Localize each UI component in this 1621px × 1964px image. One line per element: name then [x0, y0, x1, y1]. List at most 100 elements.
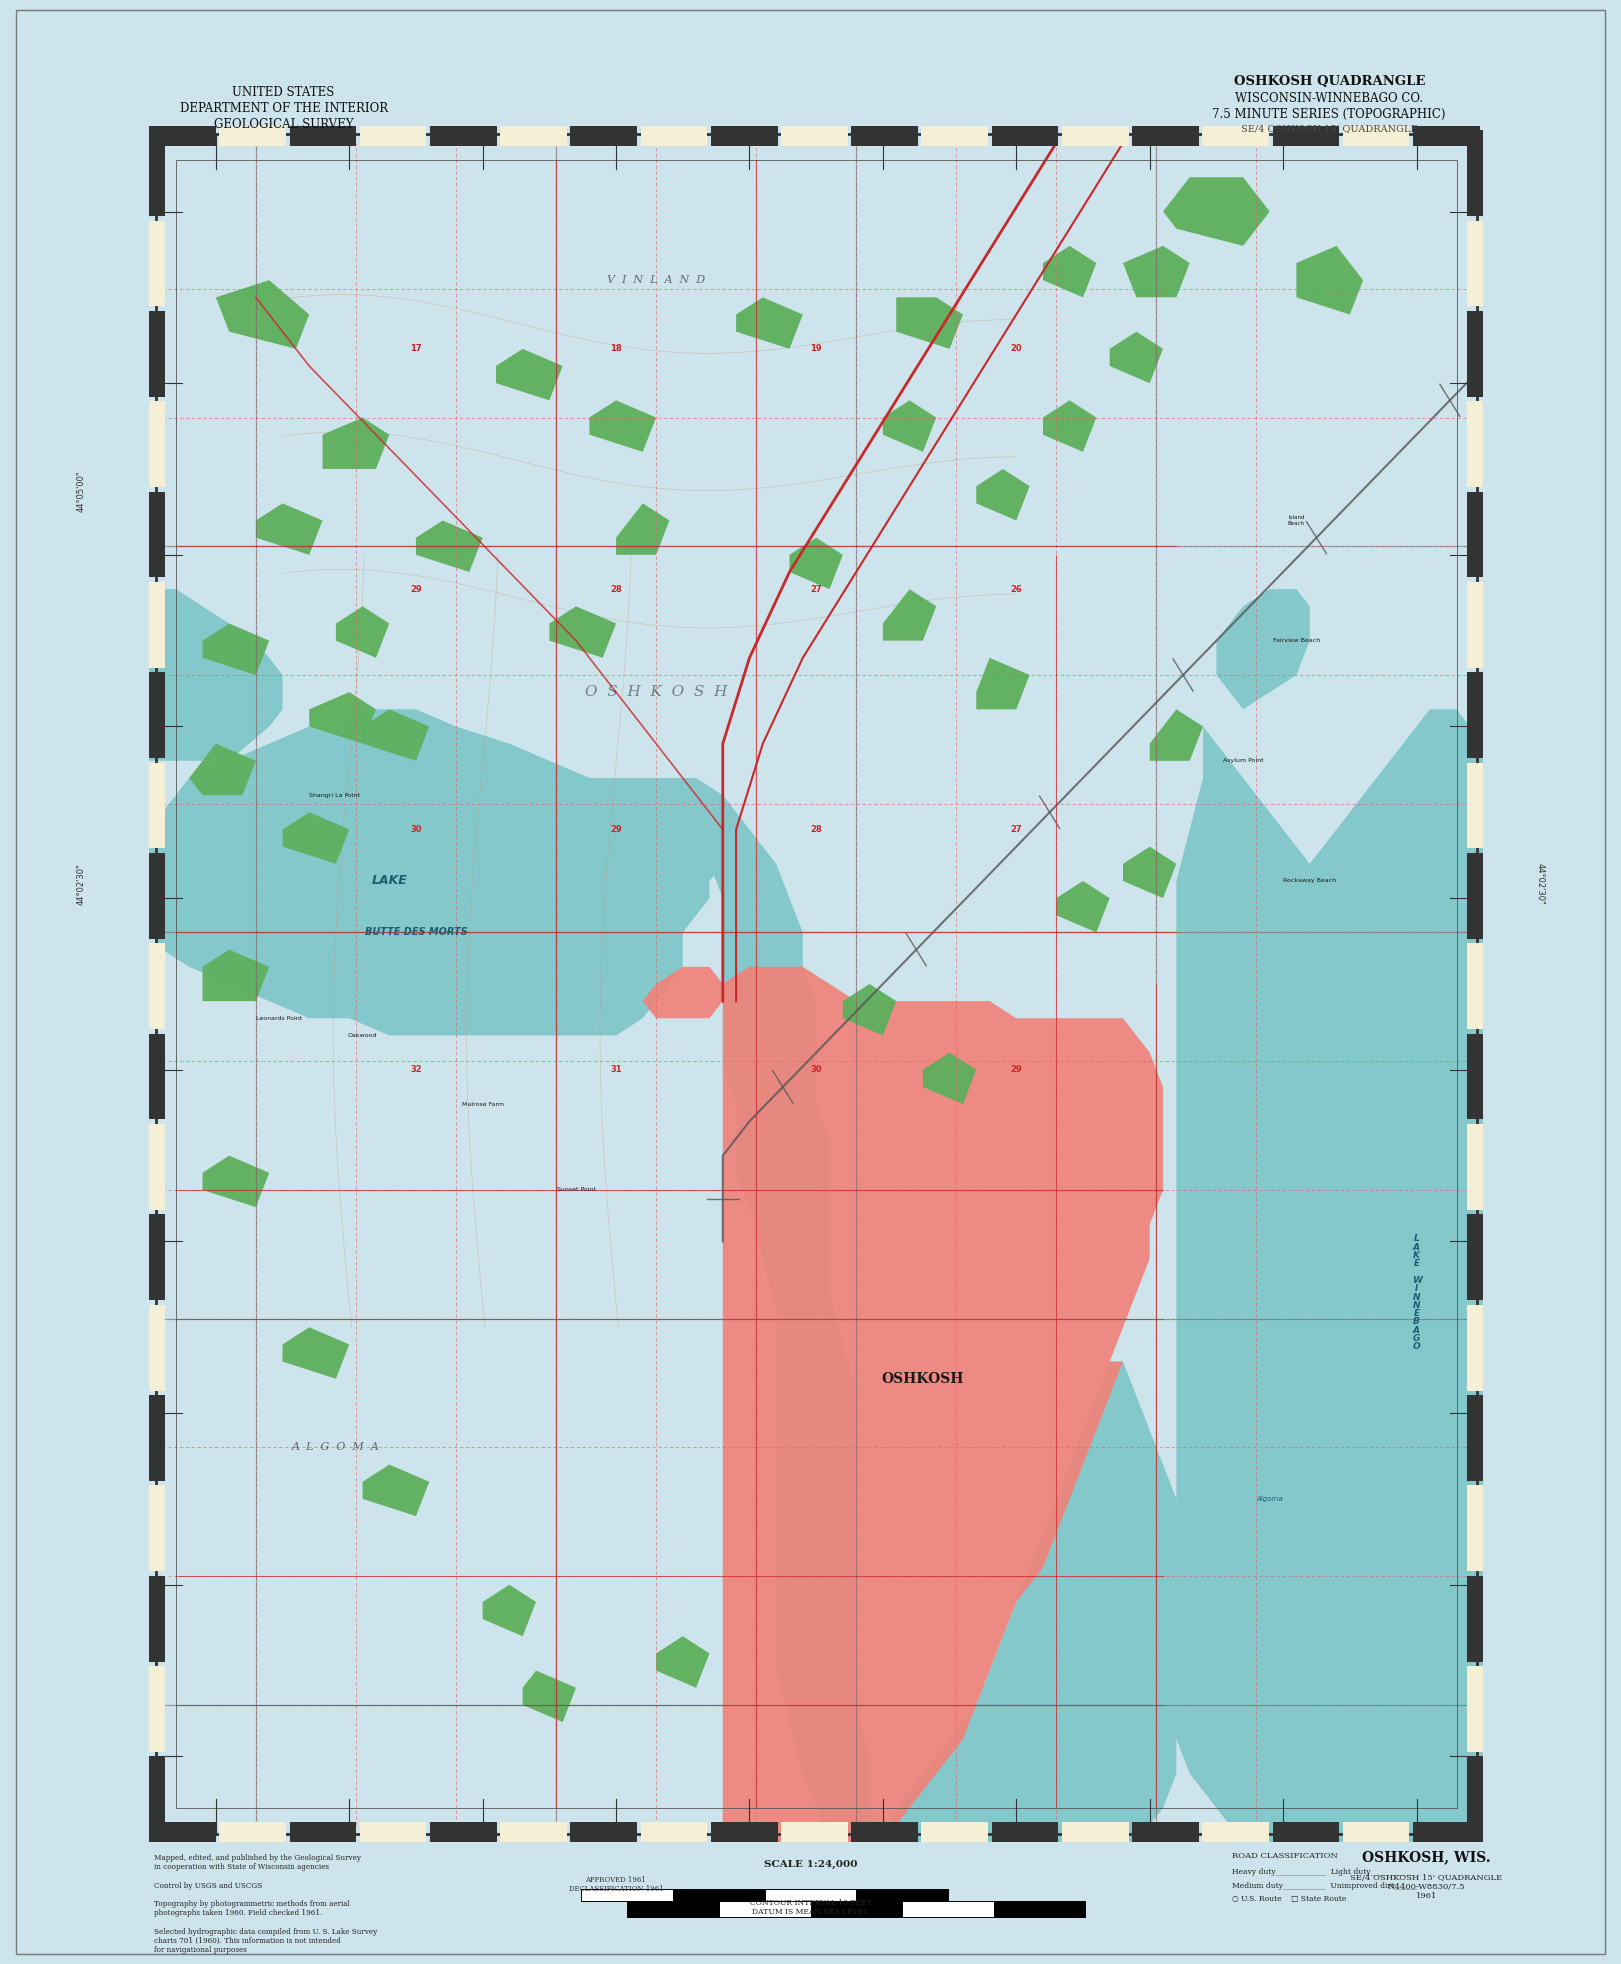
Bar: [851, 126, 917, 145]
Bar: [1131, 126, 1200, 145]
Text: Fairview Beach: Fairview Beach: [1272, 638, 1319, 642]
Text: 27: 27: [810, 585, 822, 593]
Polygon shape: [149, 709, 736, 1035]
Bar: [149, 1665, 165, 1752]
Text: 29: 29: [1010, 1064, 1023, 1074]
Text: SCALE 1:24,000: SCALE 1:24,000: [763, 1860, 858, 1870]
Bar: [781, 1823, 848, 1842]
Polygon shape: [363, 709, 430, 760]
Text: Malrose Farm: Malrose Farm: [462, 1102, 504, 1106]
Polygon shape: [496, 350, 562, 401]
Bar: [1272, 126, 1339, 145]
Text: BUTTE DES MORTS: BUTTE DES MORTS: [365, 927, 467, 937]
Text: 29: 29: [410, 585, 421, 593]
Polygon shape: [1123, 246, 1190, 297]
Text: 26: 26: [1010, 585, 1023, 593]
Text: Algoma: Algoma: [1256, 1497, 1284, 1502]
Bar: [1342, 126, 1410, 145]
Bar: [360, 1823, 426, 1842]
Text: SE/4 OSHKOSH 15' QUADRANGLE: SE/4 OSHKOSH 15' QUADRANGLE: [1242, 124, 1417, 134]
Polygon shape: [976, 658, 1029, 709]
Text: O  S  H  K  O  S  H: O S H K O S H: [585, 685, 728, 699]
Polygon shape: [1149, 709, 1203, 760]
Polygon shape: [310, 691, 376, 744]
Text: Asylum Point: Asylum Point: [1222, 758, 1263, 764]
Bar: [1467, 401, 1483, 487]
Text: 30: 30: [810, 1064, 822, 1074]
Text: 20: 20: [1010, 344, 1023, 354]
Polygon shape: [1297, 246, 1363, 314]
Bar: [1467, 1033, 1483, 1119]
Text: GEOLOGICAL SURVEY: GEOLOGICAL SURVEY: [214, 118, 353, 132]
Polygon shape: [1042, 246, 1096, 297]
Text: OSHKOSH QUADRANGLE: OSHKOSH QUADRANGLE: [1234, 75, 1425, 88]
Polygon shape: [922, 1053, 976, 1104]
Bar: [712, 1823, 778, 1842]
Polygon shape: [1123, 846, 1177, 898]
Polygon shape: [976, 469, 1029, 520]
Polygon shape: [550, 607, 616, 658]
Text: 19: 19: [810, 344, 822, 354]
Bar: [219, 1823, 285, 1842]
Bar: [1467, 1665, 1483, 1752]
Bar: [149, 310, 165, 397]
Polygon shape: [203, 1155, 269, 1208]
Bar: [149, 1123, 165, 1210]
Bar: [673, 1889, 765, 1901]
Bar: [149, 1214, 165, 1300]
Text: SE/4 OSHKOSH 15' QUADRANGLE
N4400-W8830/7.5
1961: SE/4 OSHKOSH 15' QUADRANGLE N4400-W8830/…: [1350, 1874, 1503, 1899]
Text: ROAD CLASSIFICATION: ROAD CLASSIFICATION: [1232, 1852, 1337, 1860]
Polygon shape: [1057, 882, 1110, 933]
Polygon shape: [883, 401, 937, 452]
Text: Shangri La Point: Shangri La Point: [310, 793, 360, 797]
Text: CONTOUR INTERVAL 10 FEET
DATUM IS MEAN SEA LEVEL: CONTOUR INTERVAL 10 FEET DATUM IS MEAN S…: [749, 1899, 872, 1917]
Polygon shape: [669, 778, 883, 1842]
Bar: [1467, 1123, 1483, 1210]
Bar: [1467, 130, 1483, 216]
Bar: [580, 1889, 673, 1901]
Bar: [149, 581, 165, 668]
Bar: [1467, 39, 1483, 126]
Polygon shape: [203, 951, 269, 1002]
Text: 18: 18: [609, 344, 622, 354]
Text: OSHKOSH, WIS.: OSHKOSH, WIS.: [1362, 1850, 1491, 1864]
Text: A  L  G  O  M  A: A L G O M A: [292, 1442, 379, 1453]
Polygon shape: [1162, 709, 1483, 1842]
Text: 17: 17: [410, 344, 421, 354]
Bar: [994, 1901, 1086, 1917]
Bar: [149, 1575, 165, 1662]
Text: Medium duty___________  Unimproved dirt______: Medium duty___________ Unimproved dirt__…: [1232, 1882, 1417, 1889]
Bar: [1483, 1823, 1550, 1842]
Text: Oakwood: Oakwood: [349, 1033, 378, 1037]
Polygon shape: [1216, 589, 1310, 709]
Polygon shape: [417, 520, 483, 572]
Bar: [149, 491, 165, 577]
Bar: [1131, 1823, 1200, 1842]
Bar: [149, 1485, 165, 1571]
Polygon shape: [616, 503, 669, 554]
Bar: [219, 126, 285, 145]
Polygon shape: [657, 1636, 710, 1687]
Bar: [810, 1901, 903, 1917]
Text: L
A
K
E
 
W
I
N
N
E
B
A
G
O: L A K E W I N N E B A G O: [1412, 1235, 1422, 1351]
Bar: [1272, 1823, 1339, 1842]
Bar: [149, 762, 165, 848]
Polygon shape: [736, 297, 802, 350]
Bar: [290, 126, 357, 145]
Polygon shape: [1110, 332, 1162, 383]
Bar: [1467, 1214, 1483, 1300]
Bar: [1467, 943, 1483, 1029]
Bar: [1467, 762, 1483, 848]
Polygon shape: [282, 813, 349, 864]
Bar: [1467, 852, 1483, 939]
Polygon shape: [282, 1328, 349, 1379]
Polygon shape: [483, 1585, 537, 1636]
Text: 44°02'30": 44°02'30": [76, 862, 86, 905]
Bar: [149, 1033, 165, 1119]
Polygon shape: [256, 503, 323, 554]
Text: Rockaway Beach: Rockaway Beach: [1284, 878, 1336, 884]
Text: 28: 28: [810, 825, 822, 835]
Bar: [149, 130, 165, 216]
Text: Sunset Point: Sunset Point: [556, 1188, 595, 1192]
Text: 30: 30: [410, 825, 421, 835]
